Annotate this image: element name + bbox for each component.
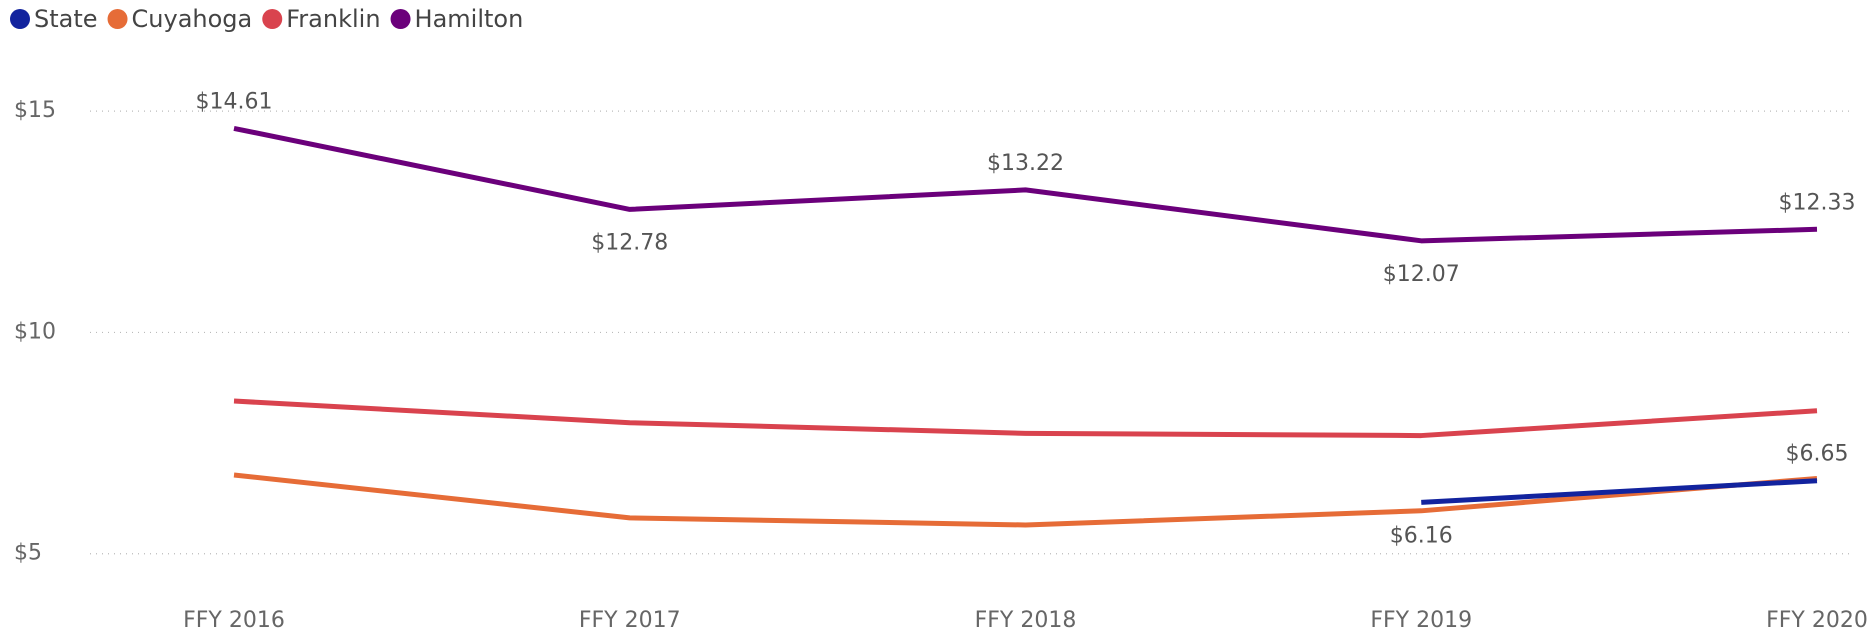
legend-marker [262,9,283,29]
legend-label: State [34,5,98,33]
data-label: $6.16 [1390,523,1453,548]
legend-label: Hamilton [415,5,524,33]
legend-label: Franklin [286,5,380,33]
legend-label: Cuyahoga [132,5,253,33]
legend-marker [390,9,411,29]
line-series [233,125,1818,244]
data-label: $14.61 [196,89,273,114]
x-tick-label: FFY 2020 [1766,608,1868,633]
data-label: $12.07 [1383,262,1460,287]
x-tick-label: FFY 2016 [183,608,285,633]
data-label: $6.65 [1786,442,1849,467]
line-series [233,472,1818,528]
line-series [233,398,1818,439]
y-tick-label: $5 [14,541,42,566]
y-tick-label: $10 [14,319,56,344]
data-label: $12.78 [591,230,668,255]
legend-marker [107,9,128,29]
data-label: $12.33 [1779,190,1856,215]
legend-marker [10,9,30,29]
x-tick-label: FFY 2017 [579,608,681,633]
data-label: $13.22 [987,151,1064,176]
x-tick-label: FFY 2019 [1370,608,1472,633]
x-tick-label: FFY 2018 [975,608,1077,633]
line-series [1421,478,1818,505]
y-tick-label: $15 [14,98,56,123]
